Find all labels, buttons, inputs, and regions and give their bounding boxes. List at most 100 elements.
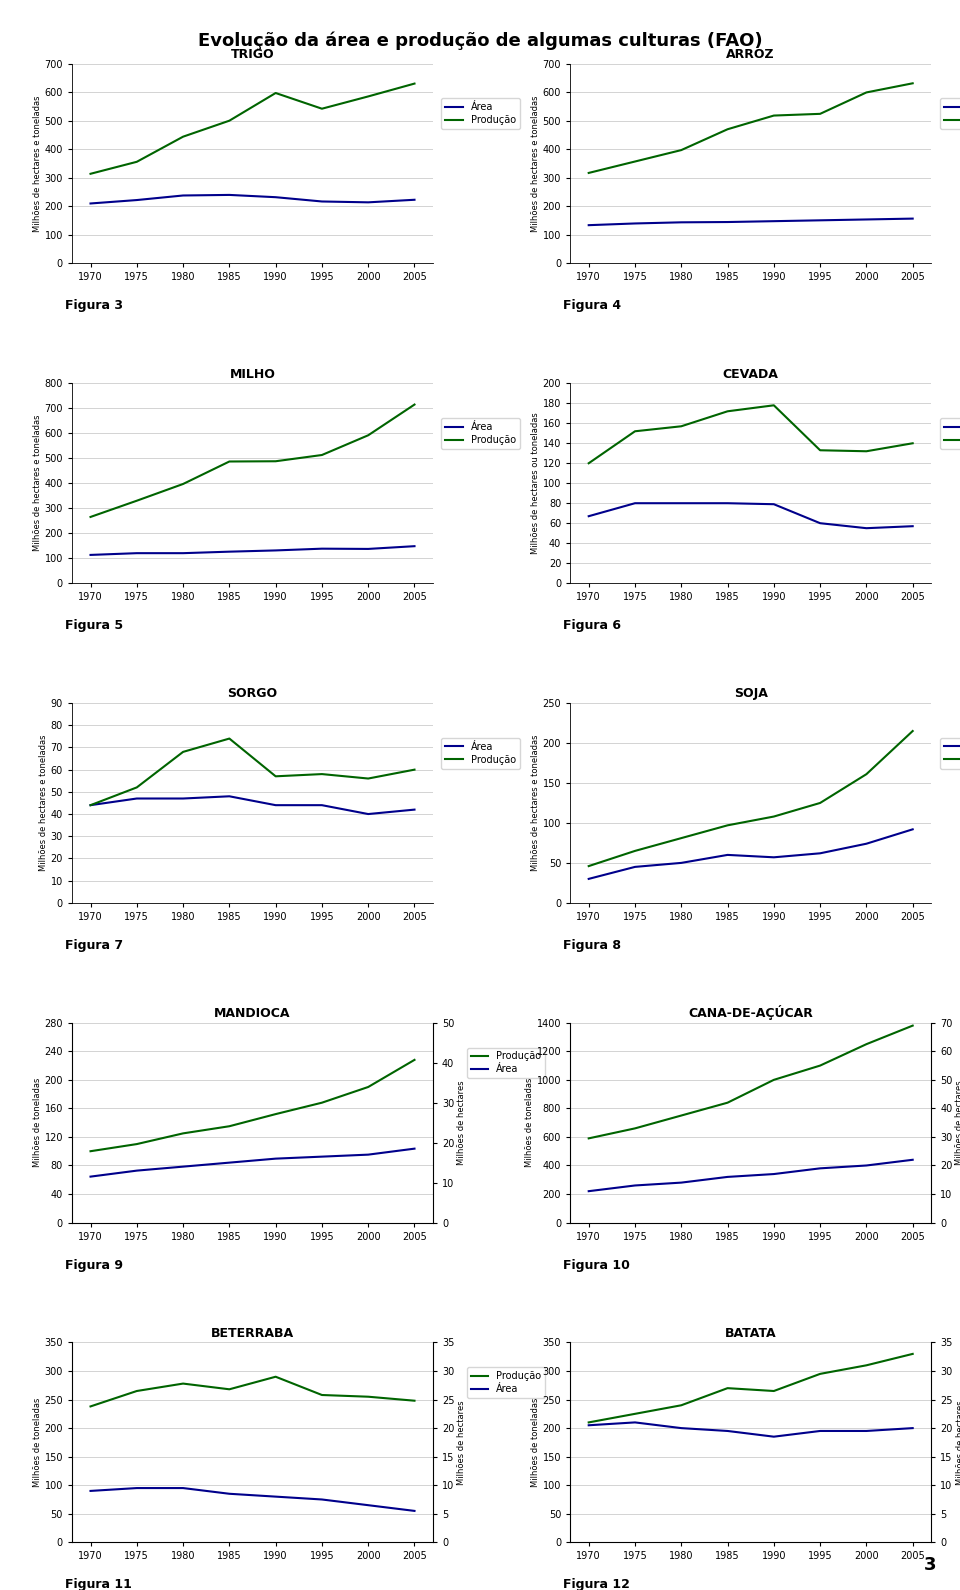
Área <box>131 544 142 563</box>
Line: Produção: Produção <box>90 1377 415 1407</box>
Produção <box>629 841 640 860</box>
Line: Área: Área <box>90 797 415 814</box>
Y-axis label: Milhões de hectares: Milhões de hectares <box>955 1401 960 1485</box>
Produção <box>316 99 327 118</box>
Produção <box>270 1105 281 1124</box>
Área <box>768 1164 780 1183</box>
Área <box>224 1483 235 1503</box>
Text: Figura 12: Figura 12 <box>563 1579 630 1590</box>
Legend: Área, Produção: Área, Produção <box>442 99 519 129</box>
Line: Produção: Produção <box>588 83 913 173</box>
Produção <box>814 105 826 124</box>
Área <box>131 1161 142 1180</box>
Área <box>270 1150 281 1169</box>
Produção <box>861 765 873 784</box>
Produção <box>907 73 919 92</box>
Área <box>131 191 142 210</box>
Área <box>861 518 873 537</box>
Produção <box>224 452 235 471</box>
Y-axis label: Milhões de toneladas: Milhões de toneladas <box>33 1078 41 1167</box>
Área <box>629 493 640 512</box>
Line: Área: Área <box>588 502 913 528</box>
Produção <box>84 507 96 526</box>
Produção <box>224 1116 235 1135</box>
Produção <box>316 765 327 784</box>
Produção <box>270 83 281 102</box>
Title: BATATA: BATATA <box>725 1328 777 1340</box>
Title: SOJA: SOJA <box>733 687 768 701</box>
Produção <box>629 1404 640 1423</box>
Área <box>907 820 919 840</box>
Line: Produção: Produção <box>90 1061 415 1151</box>
Área <box>583 216 594 235</box>
Área <box>178 1158 189 1177</box>
Produção <box>676 828 687 847</box>
Área <box>629 857 640 876</box>
Y-axis label: Milhões de toneladas: Milhões de toneladas <box>531 1398 540 1487</box>
Área <box>270 795 281 814</box>
Line: Área: Área <box>588 1423 913 1437</box>
Área <box>316 192 327 211</box>
Área <box>629 215 640 234</box>
Área <box>270 1487 281 1506</box>
Legend: Área, Produção: Área, Produção <box>442 738 519 768</box>
Área <box>722 1421 733 1441</box>
Área <box>583 507 594 526</box>
Line: Produção: Produção <box>588 731 913 867</box>
Produção <box>409 760 420 779</box>
Produção <box>131 491 142 510</box>
Área <box>629 1414 640 1433</box>
Y-axis label: Milhões de hectares e toneladas: Milhões de hectares e toneladas <box>531 95 540 232</box>
Produção <box>814 1056 826 1075</box>
Produção <box>178 127 189 146</box>
Produção <box>583 453 594 472</box>
Produção <box>363 87 374 107</box>
Área <box>363 1496 374 1515</box>
Área <box>722 213 733 232</box>
Área <box>814 844 826 863</box>
Text: Figura 4: Figura 4 <box>563 299 621 312</box>
Área <box>178 1479 189 1498</box>
Produção <box>270 766 281 785</box>
Área <box>583 870 594 889</box>
Produção <box>131 1382 142 1401</box>
Área <box>583 1181 594 1200</box>
Área <box>768 494 780 514</box>
Área <box>131 1479 142 1498</box>
Área <box>316 1490 327 1509</box>
Área <box>629 1177 640 1196</box>
Produção <box>583 857 594 876</box>
Produção <box>861 1356 873 1375</box>
Área <box>363 539 374 558</box>
Área <box>907 517 919 536</box>
Y-axis label: Milhões de hectares ou toneladas: Milhões de hectares ou toneladas <box>531 412 540 553</box>
Title: MANDIOCA: MANDIOCA <box>214 1006 291 1021</box>
Produção <box>583 1129 594 1148</box>
Produção <box>224 1380 235 1399</box>
Produção <box>409 1051 420 1070</box>
Produção <box>722 1379 733 1398</box>
Produção <box>629 153 640 172</box>
Produção <box>409 394 420 413</box>
Área <box>676 1418 687 1437</box>
Área <box>861 835 873 854</box>
Produção <box>224 111 235 130</box>
Text: Figura 9: Figura 9 <box>64 1259 123 1272</box>
Produção <box>316 1094 327 1113</box>
Text: 3: 3 <box>924 1557 936 1574</box>
Área <box>84 1482 96 1501</box>
Text: Figura 3: Figura 3 <box>64 299 123 312</box>
Produção <box>676 417 687 436</box>
Line: Produção: Produção <box>90 84 415 173</box>
Produção <box>768 1070 780 1089</box>
Área <box>814 211 826 231</box>
Produção <box>224 730 235 749</box>
Área <box>814 1159 826 1178</box>
Produção <box>409 75 420 94</box>
Legend: Produção, Área: Produção, Área <box>467 1367 545 1398</box>
Produção <box>131 153 142 172</box>
Área <box>814 514 826 533</box>
Área <box>722 1167 733 1186</box>
Produção <box>84 1142 96 1161</box>
Text: Evolução da área e produção de algumas culturas (FAO): Evolução da área e produção de algumas c… <box>198 32 762 51</box>
